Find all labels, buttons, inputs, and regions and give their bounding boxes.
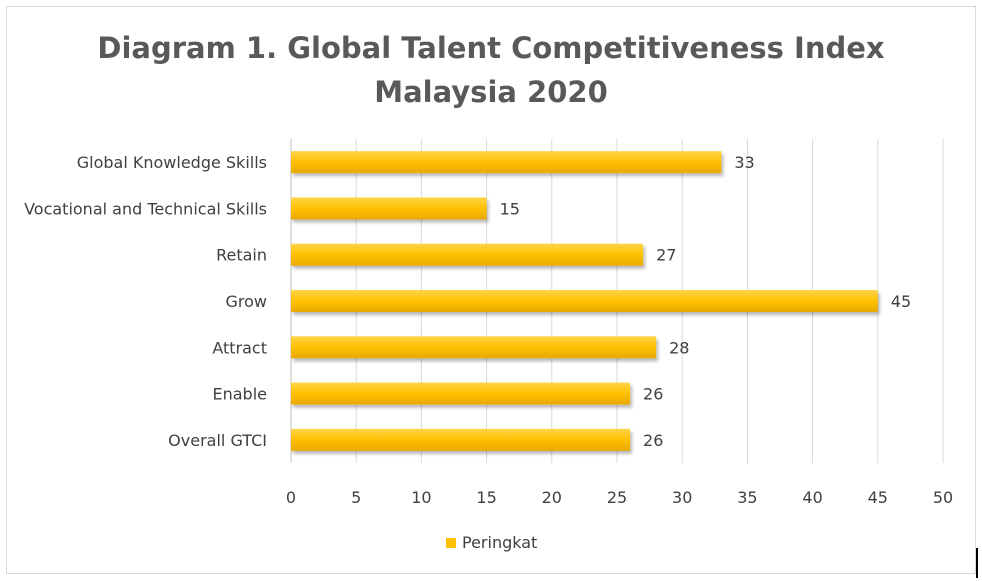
x-tick-label-15: 15 xyxy=(476,488,496,507)
chart-title: Diagram 1. Global Talent Competitiveness… xyxy=(0,26,982,114)
x-tick-label-45: 45 xyxy=(868,488,888,507)
x-tick-label-40: 40 xyxy=(802,488,822,507)
legend-swatch xyxy=(446,537,456,548)
chart-title-line-2: Malaysia 2020 xyxy=(374,75,608,109)
data-label-2: 27 xyxy=(656,246,676,265)
legend-label: Peringkat xyxy=(462,533,538,552)
bar-2 xyxy=(291,243,644,266)
x-tick-label-35: 35 xyxy=(737,488,757,507)
bar-6 xyxy=(291,428,631,451)
category-label-6: Overall GTCI xyxy=(168,431,267,450)
category-label-4: Attract xyxy=(212,338,267,357)
bar-3 xyxy=(291,290,878,312)
x-tick-label-0: 0 xyxy=(286,488,296,507)
data-label-0: 33 xyxy=(734,153,754,172)
x-tick-label-10: 10 xyxy=(411,488,431,507)
x-tick-label-30: 30 xyxy=(672,488,692,507)
bar-5 xyxy=(291,382,631,405)
legend: Peringkat xyxy=(446,533,537,552)
category-label-5: Enable xyxy=(213,385,268,404)
frame-edge-mark xyxy=(976,548,978,578)
data-label-4: 28 xyxy=(669,338,689,357)
data-label-3: 45 xyxy=(891,292,911,311)
data-label-1: 15 xyxy=(500,199,520,218)
bar-4 xyxy=(291,336,657,359)
x-tick-label-5: 5 xyxy=(351,488,361,507)
x-tick-label-50: 50 xyxy=(933,488,953,507)
bar-0 xyxy=(291,151,722,174)
category-label-2: Retain xyxy=(216,246,267,265)
category-label-0: Global Knowledge Skills xyxy=(77,153,267,172)
data-label-5: 26 xyxy=(643,385,663,404)
bar-1 xyxy=(291,197,487,220)
x-tick-label-20: 20 xyxy=(542,488,562,507)
chart-title-line-1: Diagram 1. Global Talent Competitiveness… xyxy=(97,31,885,65)
data-label-6: 26 xyxy=(643,431,663,450)
category-label-3: Grow xyxy=(226,292,268,311)
x-tick-label-25: 25 xyxy=(607,488,627,507)
category-label-1: Vocational and Technical Skills xyxy=(24,199,267,218)
